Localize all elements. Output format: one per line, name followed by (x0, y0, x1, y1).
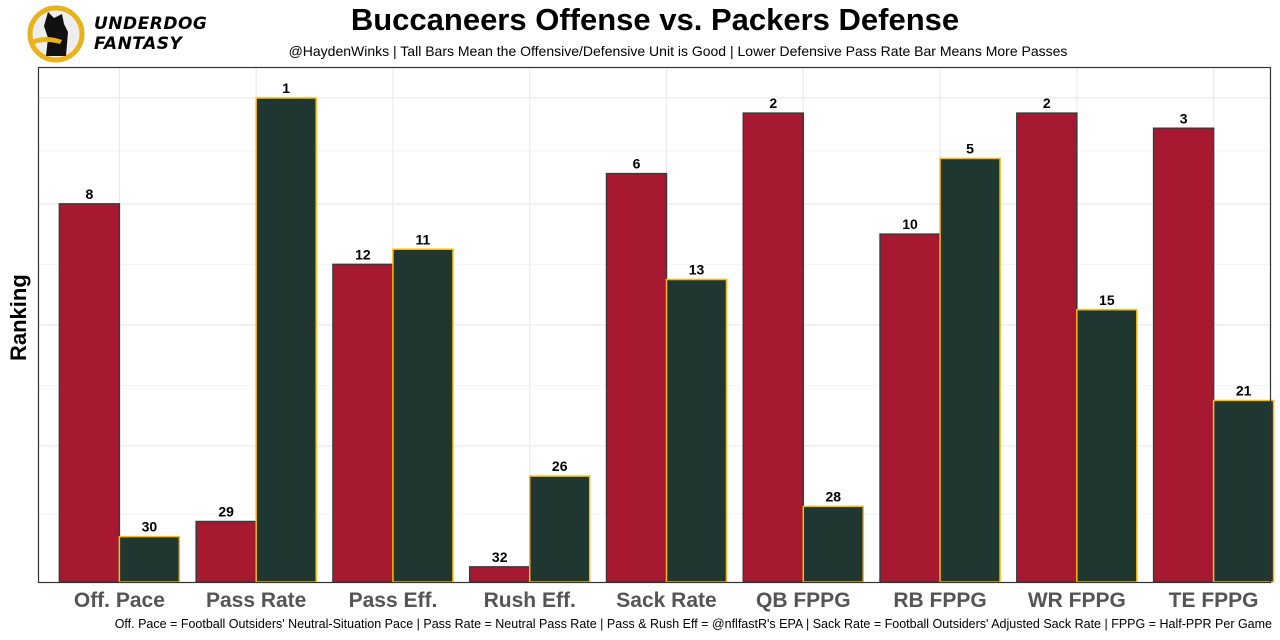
defense-value-label-1: 1 (282, 80, 290, 96)
chart-title: Buccaneers Offense vs. Packers Defense (350, 2, 960, 37)
offense-value-label-4: 6 (633, 156, 641, 172)
x-tick-label-2: Pass Eff. (349, 589, 438, 612)
offense-value-label-8: 3 (1180, 110, 1188, 126)
chart-subtitle: @HaydenWinks | Tall Bars Mean the Offens… (288, 43, 1068, 59)
offense-value-label-5: 2 (769, 95, 777, 111)
defense-value-label-6: 5 (966, 141, 974, 157)
x-tick-label-8: TE FPPG (1169, 589, 1259, 612)
offense-bar-4 (605, 172, 668, 583)
offense-bar-3 (468, 566, 531, 583)
plot-panel-border (37, 66, 1272, 584)
offense-value-label-3: 32 (492, 549, 508, 565)
x-tick-labels: Off. Pace Pass Rate Pass Eff. Rush Eff. Sack… (74, 589, 1259, 612)
offense-bar-5 (742, 112, 805, 583)
dog-logo-icon (27, 5, 85, 63)
defense-bar-1 (255, 97, 317, 583)
offense-bar-6 (879, 233, 941, 583)
defense-bar-2 (392, 248, 454, 583)
offense-value-label-7: 2 (1043, 95, 1051, 111)
defense-bar-4 (665, 278, 728, 583)
offense-bar-1 (195, 520, 257, 583)
logo-line-2: FANTASY (94, 34, 183, 54)
underdog-fantasy-logo: UNDERDOG FANTASY (26, 4, 266, 63)
defense-bar-3 (528, 475, 591, 583)
x-tick-label-4: Sack Rate (616, 589, 716, 612)
defense-bar-7 (1076, 309, 1138, 583)
x-tick-label-6: RB FPPG (893, 589, 986, 612)
offense-bar-2 (332, 263, 394, 583)
defense-value-label-7: 15 (1099, 292, 1115, 308)
offense-bar-0 (58, 203, 121, 583)
x-tick-label-3: Rush Eff. (484, 589, 576, 612)
bars (58, 97, 1275, 583)
offense-value-label-6: 10 (902, 216, 918, 232)
offense-value-label-2: 12 (355, 246, 371, 262)
offense-bar-7 (1016, 112, 1078, 583)
defense-bar-8 (1212, 399, 1275, 583)
defense-value-label-3: 26 (552, 458, 568, 474)
defense-bar-0 (118, 535, 181, 583)
offense-value-label-1: 29 (218, 504, 234, 520)
chart-caption: Off. Pace = Football Outsiders' Neutral-… (114, 617, 1272, 631)
defense-bar-6 (939, 157, 1001, 583)
offense-value-label-0: 8 (85, 186, 93, 202)
x-tick-label-1: Pass Rate (206, 589, 306, 612)
defense-value-label-0: 30 (142, 519, 158, 535)
defense-value-label-5: 28 (825, 488, 841, 504)
x-tick-label-5: QB FPPG (756, 589, 851, 612)
defense-value-label-4: 13 (689, 262, 705, 278)
defense-value-label-2: 11 (416, 231, 431, 247)
offense-bar-8 (1152, 127, 1215, 583)
defense-value-label-8: 21 (1236, 383, 1252, 399)
data-labels: 8 30 29 1 12 11 32 26 6 13 2 28 10 5 2 15 3 21 (85, 80, 1251, 565)
x-tick-label-0: Off. Pace (74, 589, 165, 612)
x-tick-label-7: WR FPPG (1028, 589, 1126, 612)
defense-bar-5 (802, 505, 865, 583)
logo-line-1: UNDERDOG (94, 14, 208, 34)
